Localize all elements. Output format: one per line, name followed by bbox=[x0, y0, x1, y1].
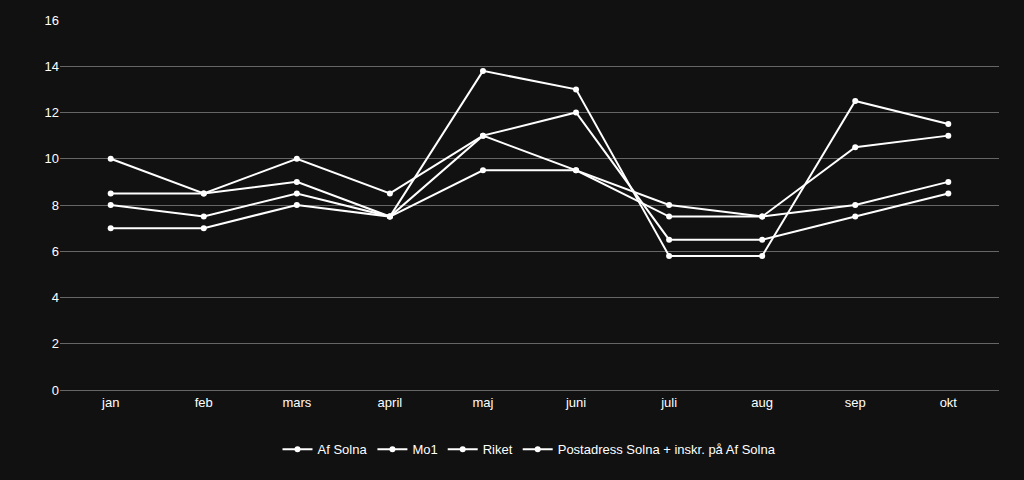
svg-text:Af Solna: Af Solna bbox=[318, 442, 368, 457]
svg-text:14: 14 bbox=[45, 59, 59, 74]
svg-text:okt: okt bbox=[940, 395, 958, 410]
svg-text:maj: maj bbox=[472, 395, 493, 410]
svg-text:Mo1: Mo1 bbox=[412, 442, 437, 457]
svg-text:Riket: Riket bbox=[483, 442, 513, 457]
svg-text:2: 2 bbox=[52, 336, 59, 351]
svg-text:juli: juli bbox=[660, 395, 677, 410]
svg-text:8: 8 bbox=[52, 198, 59, 213]
svg-text:Postadress Solna + inskr. på A: Postadress Solna + inskr. på Af Solna bbox=[558, 442, 776, 457]
svg-text:4: 4 bbox=[52, 290, 59, 305]
svg-text:mars: mars bbox=[282, 395, 311, 410]
svg-text:sep: sep bbox=[845, 395, 866, 410]
svg-text:0: 0 bbox=[52, 383, 59, 398]
svg-text:16: 16 bbox=[45, 13, 59, 28]
svg-text:feb: feb bbox=[195, 395, 213, 410]
svg-text:juni: juni bbox=[565, 395, 586, 410]
svg-text:jan: jan bbox=[101, 395, 119, 410]
svg-text:12: 12 bbox=[45, 105, 59, 120]
svg-text:april: april bbox=[378, 395, 403, 410]
svg-text:aug: aug bbox=[751, 395, 773, 410]
svg-text:6: 6 bbox=[52, 244, 59, 259]
svg-text:10: 10 bbox=[45, 151, 59, 166]
